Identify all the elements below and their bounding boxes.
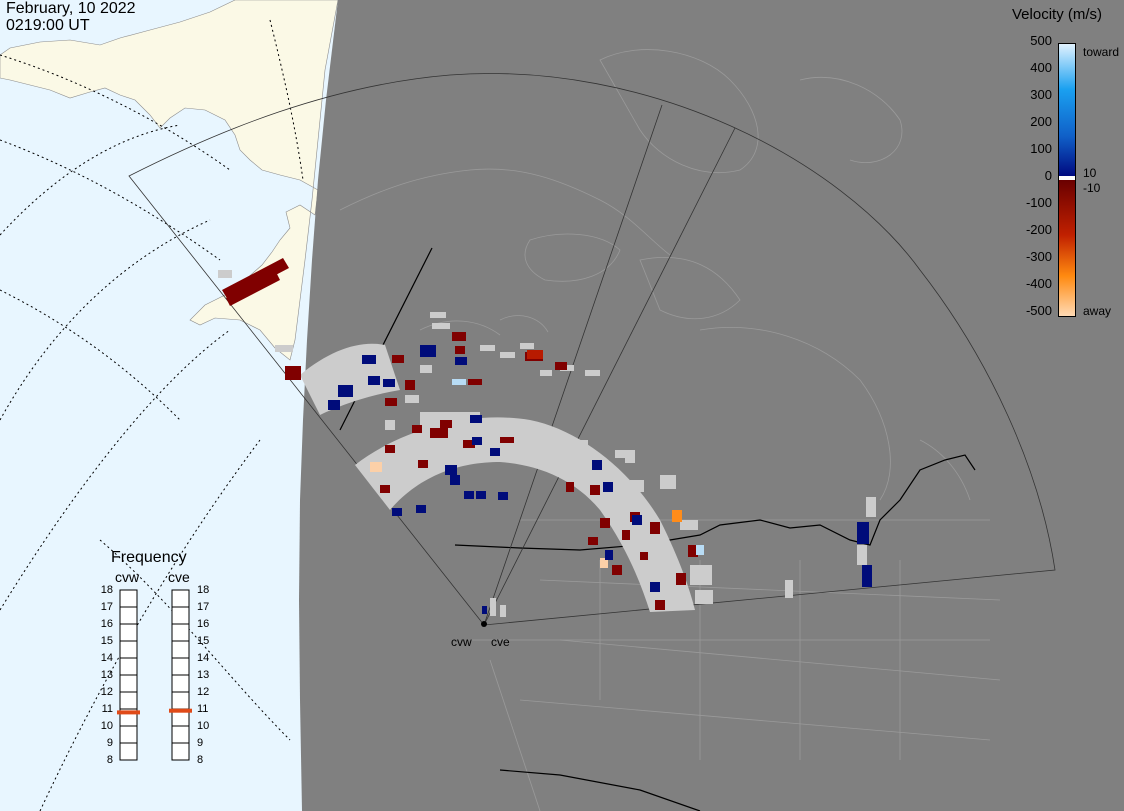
frequency-gauge-cell bbox=[119, 674, 138, 693]
geo-grid bbox=[0, 19, 304, 811]
frequency-gauge-cell bbox=[119, 606, 138, 625]
frequency-scale-label: 8 bbox=[197, 754, 204, 766]
frequency-gauge-cell bbox=[119, 623, 138, 642]
colorbar-zero-segment bbox=[1058, 176, 1076, 180]
frequency-gauge-cell bbox=[119, 742, 138, 761]
velocity-toward-max-cells bbox=[452, 379, 704, 555]
colorbar-tick: 400 bbox=[1030, 60, 1052, 75]
frequency-scale-label: 15 bbox=[197, 635, 210, 647]
frequency-radar-label-cve: cve bbox=[168, 569, 190, 585]
frequency-scale-label: 9 bbox=[197, 737, 204, 749]
frequency-scale-label: 10 bbox=[197, 720, 210, 732]
frequency-scale-label: 16 bbox=[197, 618, 210, 630]
frequency-scale-label: 14 bbox=[100, 652, 113, 664]
velocity-away-max-cells bbox=[370, 462, 608, 568]
colorbar-away-label: away bbox=[1083, 304, 1112, 318]
frequency-gauge-cell bbox=[119, 589, 138, 608]
radar-site-label-cve: cve bbox=[491, 635, 510, 649]
frequency-gauge-cell bbox=[119, 691, 138, 710]
colorbar-tick: -300 bbox=[1025, 249, 1052, 264]
frequency-gauge-cell bbox=[171, 623, 190, 642]
frequency-gauge-cell bbox=[171, 674, 190, 693]
colorbar-away-segment bbox=[1058, 180, 1076, 317]
colorbar-tick: -200 bbox=[1025, 222, 1052, 237]
colorbar-tick: 0 bbox=[1044, 168, 1052, 183]
frequency-scale-label: 8 bbox=[106, 754, 113, 766]
frequency-gauge-cell bbox=[171, 742, 190, 761]
frequency-scale-label: 13 bbox=[197, 669, 210, 681]
colorbar-toward-label: toward bbox=[1083, 45, 1120, 59]
frequency-radar-label-cvw: cvw bbox=[115, 569, 140, 585]
frequency-gauge-cell bbox=[119, 640, 138, 659]
frequency-gauge-cell bbox=[171, 640, 190, 659]
velocity-colorbar bbox=[1058, 43, 1076, 317]
velocity-toward-cells bbox=[328, 345, 872, 614]
radar-site-label-cvw: cvw bbox=[451, 635, 472, 649]
velocity-away-fast-cells bbox=[672, 510, 682, 522]
frequency-marker-cvw bbox=[117, 710, 140, 715]
colorbar-tick: -400 bbox=[1025, 276, 1052, 291]
frequency-scale-label: 12 bbox=[100, 686, 113, 698]
colorbar-plus-threshold: 10 bbox=[1083, 166, 1097, 180]
night-region bbox=[299, 0, 1124, 811]
frequency-scale-label: 18 bbox=[197, 584, 210, 596]
frequency-gauge-cell bbox=[119, 725, 138, 744]
colorbar-tick: 200 bbox=[1030, 114, 1052, 129]
colorbar-tick: 300 bbox=[1030, 87, 1052, 102]
frequency-gauges bbox=[117, 589, 192, 761]
colorbar-tick: -100 bbox=[1025, 195, 1052, 210]
velocity-away-cells bbox=[222, 258, 698, 610]
frequency-scale-label: 9 bbox=[106, 737, 113, 749]
frequency-scale-label: 11 bbox=[101, 703, 113, 715]
frequency-panel-title: Frequency bbox=[111, 549, 187, 566]
frequency-gauge-cell bbox=[171, 589, 190, 608]
time-label: 0219:00 UT bbox=[6, 17, 90, 34]
colorbar-tick: 500 bbox=[1030, 33, 1052, 48]
radar-site-marker bbox=[481, 621, 487, 627]
frequency-gauge-cell bbox=[171, 657, 190, 676]
frequency-gauge-cell bbox=[171, 606, 190, 625]
date-label: February, 10 2022 bbox=[6, 0, 136, 17]
frequency-scale-label: 17 bbox=[197, 601, 210, 613]
frequency-scale-label: 15 bbox=[100, 635, 113, 647]
velocity-away-strong-cells bbox=[527, 350, 543, 359]
colorbar-minus-threshold: -10 bbox=[1083, 181, 1101, 195]
coastlines bbox=[339, 49, 1001, 811]
frequency-gauge-cell bbox=[171, 725, 190, 744]
frequency-scale-label: 16 bbox=[100, 618, 113, 630]
frequency-scale-label: 13 bbox=[100, 669, 113, 681]
frequency-gauge-cvw bbox=[117, 589, 140, 761]
colorbar-toward-segment bbox=[1058, 43, 1076, 176]
frequency-marker-cve bbox=[169, 708, 192, 713]
frequency-scale-label: 12 bbox=[197, 686, 210, 698]
frequency-gauge-cve bbox=[169, 589, 192, 761]
frequency-scale-label: 11 bbox=[197, 703, 209, 715]
frequency-gauge-cell bbox=[171, 691, 190, 710]
frequency-scale-label: 14 bbox=[197, 652, 210, 664]
velocity-legend-title: Velocity (m/s) bbox=[1012, 6, 1103, 23]
frequency-scale-label: 18 bbox=[100, 584, 113, 596]
frequency-scale-label: 10 bbox=[100, 720, 113, 732]
frequency-gauge-cell bbox=[119, 657, 138, 676]
colorbar-border bbox=[1058, 43, 1076, 317]
daylight-land bbox=[0, 0, 339, 361]
colorbar-tick: -500 bbox=[1025, 303, 1052, 318]
colorbar-tick: 100 bbox=[1030, 141, 1052, 156]
frequency-scale-label: 17 bbox=[100, 601, 113, 613]
